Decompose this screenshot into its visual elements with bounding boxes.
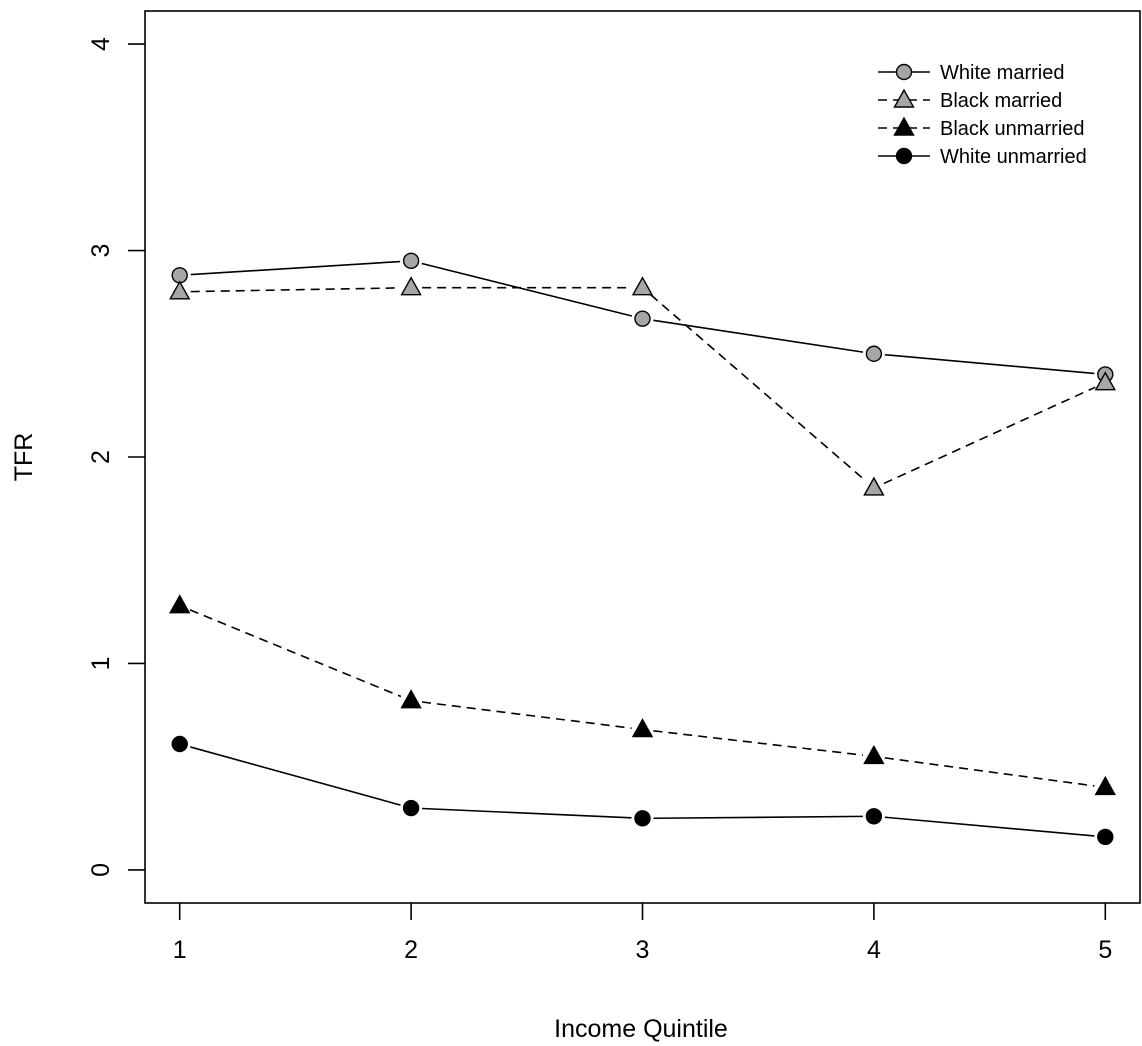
- legend-marker-white-unmarried: [895, 147, 913, 165]
- series-line-white-unmarried-1: [190, 746, 401, 806]
- x-tick-label-2: 2: [404, 936, 418, 964]
- series-line-white-unmarried-4: [884, 816, 1095, 837]
- y-tick-label-4: 4: [87, 37, 115, 51]
- data-point-white-married-2: [402, 252, 420, 270]
- legend-marker-white-married: [895, 63, 913, 81]
- legend-marker-black-married: [893, 88, 915, 108]
- series-line-white-unmarried-2: [422, 807, 632, 819]
- data-point-white-married-3: [634, 310, 651, 327]
- data-point-black-married-2: [400, 276, 422, 296]
- x-tick-label-5: 5: [1098, 936, 1112, 964]
- legend-label-black-married: Black married: [940, 90, 1062, 112]
- x-axis: 1 2 3 4 5: [173, 903, 1112, 964]
- legend-item-white-married: White married: [878, 62, 1064, 84]
- y-axis: 0 1 2 3 4: [87, 37, 145, 877]
- data-point-white-unmarried-3: [634, 810, 651, 827]
- series-line-white-married-2: [421, 262, 633, 317]
- data-point-white-unmarried-2: [402, 799, 420, 817]
- legend-item-black-unmarried: Black unmarried: [878, 116, 1085, 140]
- data-point-black-married-5: [1094, 371, 1116, 391]
- series-line-black-unmarried-2: [421, 701, 632, 729]
- series-line-white-married-4: [884, 353, 1095, 375]
- y-tick-label-2: 2: [87, 450, 115, 464]
- y-tick-label-1: 1: [87, 657, 115, 671]
- series-white-unmarried: [171, 735, 1114, 846]
- series-line-black-unmarried-4: [884, 757, 1095, 787]
- data-point-black-unmarried-1: [169, 594, 191, 614]
- legend-label-white-married: White married: [940, 62, 1064, 84]
- series-line-black-unmarried-3: [653, 730, 864, 756]
- series-line-white-married-3: [653, 319, 864, 353]
- data-point-black-married-4: [863, 476, 885, 496]
- x-tick-label-4: 4: [867, 936, 881, 964]
- data-point-black-unmarried-3: [631, 718, 654, 738]
- data-point-white-unmarried-4: [865, 808, 883, 825]
- legend: White married Black married Black unmarrie…: [878, 62, 1087, 168]
- data-point-black-unmarried-5: [1094, 775, 1116, 796]
- x-tick-label-3: 3: [636, 936, 650, 964]
- series-line-black-unmarried-1: [189, 609, 402, 698]
- plot-frame: [144, 10, 1141, 904]
- legend-label-white-unmarried: White unmarried: [940, 146, 1087, 168]
- data-point-black-married-3: [631, 276, 654, 296]
- data-point-black-unmarried-2: [400, 689, 422, 709]
- legend-label-black-unmarried: Black unmarried: [940, 118, 1085, 140]
- data-point-white-unmarried-5: [1097, 828, 1114, 846]
- y-axis-title: TFR: [10, 433, 38, 482]
- data-point-black-unmarried-4: [863, 744, 885, 765]
- legend-marker-black-unmarried: [893, 116, 915, 136]
- series-line-white-unmarried-3: [653, 815, 863, 820]
- series-line-white-married-1: [190, 260, 401, 276]
- series-line-black-married-1: [190, 287, 401, 293]
- series-white-married: [171, 252, 1114, 383]
- series-black-married: [169, 276, 1116, 496]
- y-tick-label-0: 0: [87, 863, 115, 877]
- data-point-white-married-4: [865, 345, 883, 362]
- x-axis-title: Income Quintile: [554, 1015, 728, 1043]
- series-black-unmarried: [169, 594, 1116, 796]
- data-point-white-unmarried-1: [171, 735, 188, 753]
- y-tick-label-3: 3: [87, 244, 115, 258]
- x-tick-label-1: 1: [173, 936, 187, 964]
- series-line-black-married-4: [883, 386, 1096, 485]
- data-point-black-married-1: [169, 280, 191, 300]
- series-line-black-married-3: [650, 294, 867, 482]
- legend-item-white-unmarried: White unmarried: [878, 146, 1087, 168]
- legend-item-black-married: Black married: [878, 88, 1062, 112]
- series-layer: [169, 252, 1116, 846]
